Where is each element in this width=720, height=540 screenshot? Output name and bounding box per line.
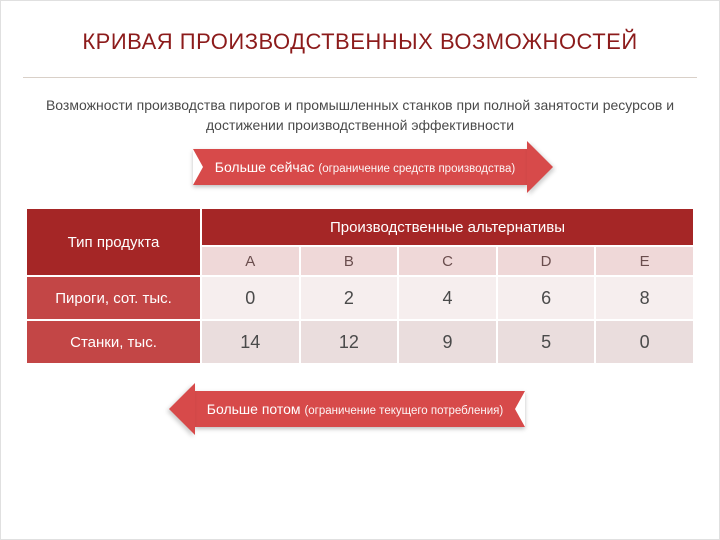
slide: КРИВАЯ ПРОИЗВОДСТВЕННЫХ ВОЗМОЖНОСТЕЙ Воз… bbox=[0, 0, 720, 540]
cell: 6 bbox=[497, 276, 596, 320]
table-row: Станки, тыс. 14 12 9 5 0 bbox=[26, 320, 694, 364]
col-D: D bbox=[497, 246, 596, 276]
row-label-machines: Станки, тыс. bbox=[26, 320, 201, 364]
arrow-more-now: Больше сейчас (ограничение средств произ… bbox=[193, 149, 527, 185]
table-header-row-1: Тип продукта Производственные альтернати… bbox=[26, 208, 694, 246]
arrow-more-later: Больше потом (ограничение текущего потре… bbox=[195, 391, 525, 427]
slide-title: КРИВАЯ ПРОИЗВОДСТВЕННЫХ ВОЗМОЖНОСТЕЙ bbox=[31, 29, 689, 55]
arrow-more-now-main: Больше сейчас bbox=[215, 159, 319, 175]
col-B: B bbox=[300, 246, 399, 276]
cell: 8 bbox=[595, 276, 694, 320]
arrow-more-later-main: Больше потом bbox=[207, 401, 305, 417]
top-arrow-row: Больше сейчас (ограничение средств произ… bbox=[1, 149, 719, 185]
arrow-more-later-note: (ограничение текущего потребления) bbox=[304, 405, 503, 417]
header-alternatives: Производственные альтернативы bbox=[201, 208, 694, 246]
slide-subtitle: Возможности производства пирогов и промы… bbox=[1, 78, 719, 135]
col-C: C bbox=[398, 246, 497, 276]
ppf-table-wrap: Тип продукта Производственные альтернати… bbox=[1, 185, 719, 365]
ppf-table: Тип продукта Производственные альтернати… bbox=[25, 207, 695, 365]
cell: 14 bbox=[201, 320, 300, 364]
table-row: Пироги, сот. тыс. 0 2 4 6 8 bbox=[26, 276, 694, 320]
cell: 0 bbox=[201, 276, 300, 320]
cell: 12 bbox=[300, 320, 399, 364]
arrow-more-now-text: Больше сейчас (ограничение средств произ… bbox=[215, 159, 515, 175]
title-block: КРИВАЯ ПРОИЗВОДСТВЕННЫХ ВОЗМОЖНОСТЕЙ bbox=[1, 1, 719, 69]
cell: 9 bbox=[398, 320, 497, 364]
cell: 5 bbox=[497, 320, 596, 364]
col-A: A bbox=[201, 246, 300, 276]
cell: 0 bbox=[595, 320, 694, 364]
row-label-pies: Пироги, сот. тыс. bbox=[26, 276, 201, 320]
arrow-more-now-note: (ограничение средств производства) bbox=[318, 163, 515, 175]
col-E: E bbox=[595, 246, 694, 276]
bottom-arrow-row: Больше потом (ограничение текущего потре… bbox=[1, 391, 719, 427]
arrow-more-later-text: Больше потом (ограничение текущего потре… bbox=[207, 401, 503, 417]
cell: 4 bbox=[398, 276, 497, 320]
cell: 2 bbox=[300, 276, 399, 320]
header-product-type: Тип продукта bbox=[26, 208, 201, 276]
